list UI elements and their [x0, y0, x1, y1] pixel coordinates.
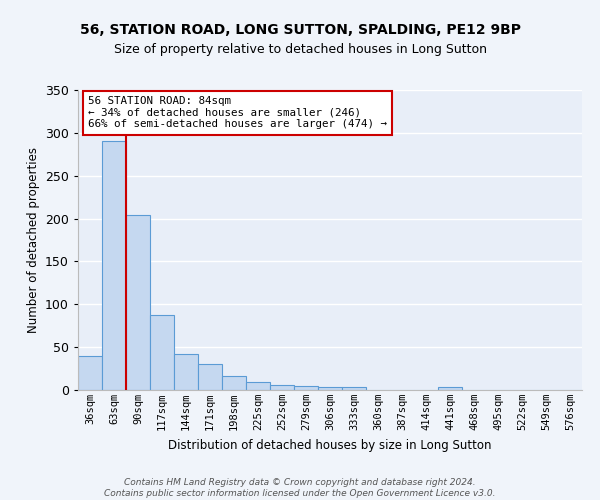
Bar [294, 386, 318, 390]
Bar [174, 354, 198, 390]
Y-axis label: Number of detached properties: Number of detached properties [26, 147, 40, 333]
Bar [270, 385, 294, 390]
Bar [150, 316, 174, 390]
Text: Size of property relative to detached houses in Long Sutton: Size of property relative to detached ho… [113, 42, 487, 56]
Text: Contains HM Land Registry data © Crown copyright and database right 2024.
Contai: Contains HM Land Registry data © Crown c… [104, 478, 496, 498]
Bar [78, 356, 102, 390]
Bar [102, 142, 126, 390]
Bar [438, 388, 462, 390]
X-axis label: Distribution of detached houses by size in Long Sutton: Distribution of detached houses by size … [168, 438, 492, 452]
Text: 56, STATION ROAD, LONG SUTTON, SPALDING, PE12 9BP: 56, STATION ROAD, LONG SUTTON, SPALDING,… [79, 22, 521, 36]
Bar [198, 364, 222, 390]
Bar [342, 388, 366, 390]
Bar [246, 382, 270, 390]
Bar [126, 215, 150, 390]
Text: 56 STATION ROAD: 84sqm
← 34% of detached houses are smaller (246)
66% of semi-de: 56 STATION ROAD: 84sqm ← 34% of detached… [88, 96, 387, 129]
Bar [222, 376, 246, 390]
Bar [318, 386, 342, 390]
